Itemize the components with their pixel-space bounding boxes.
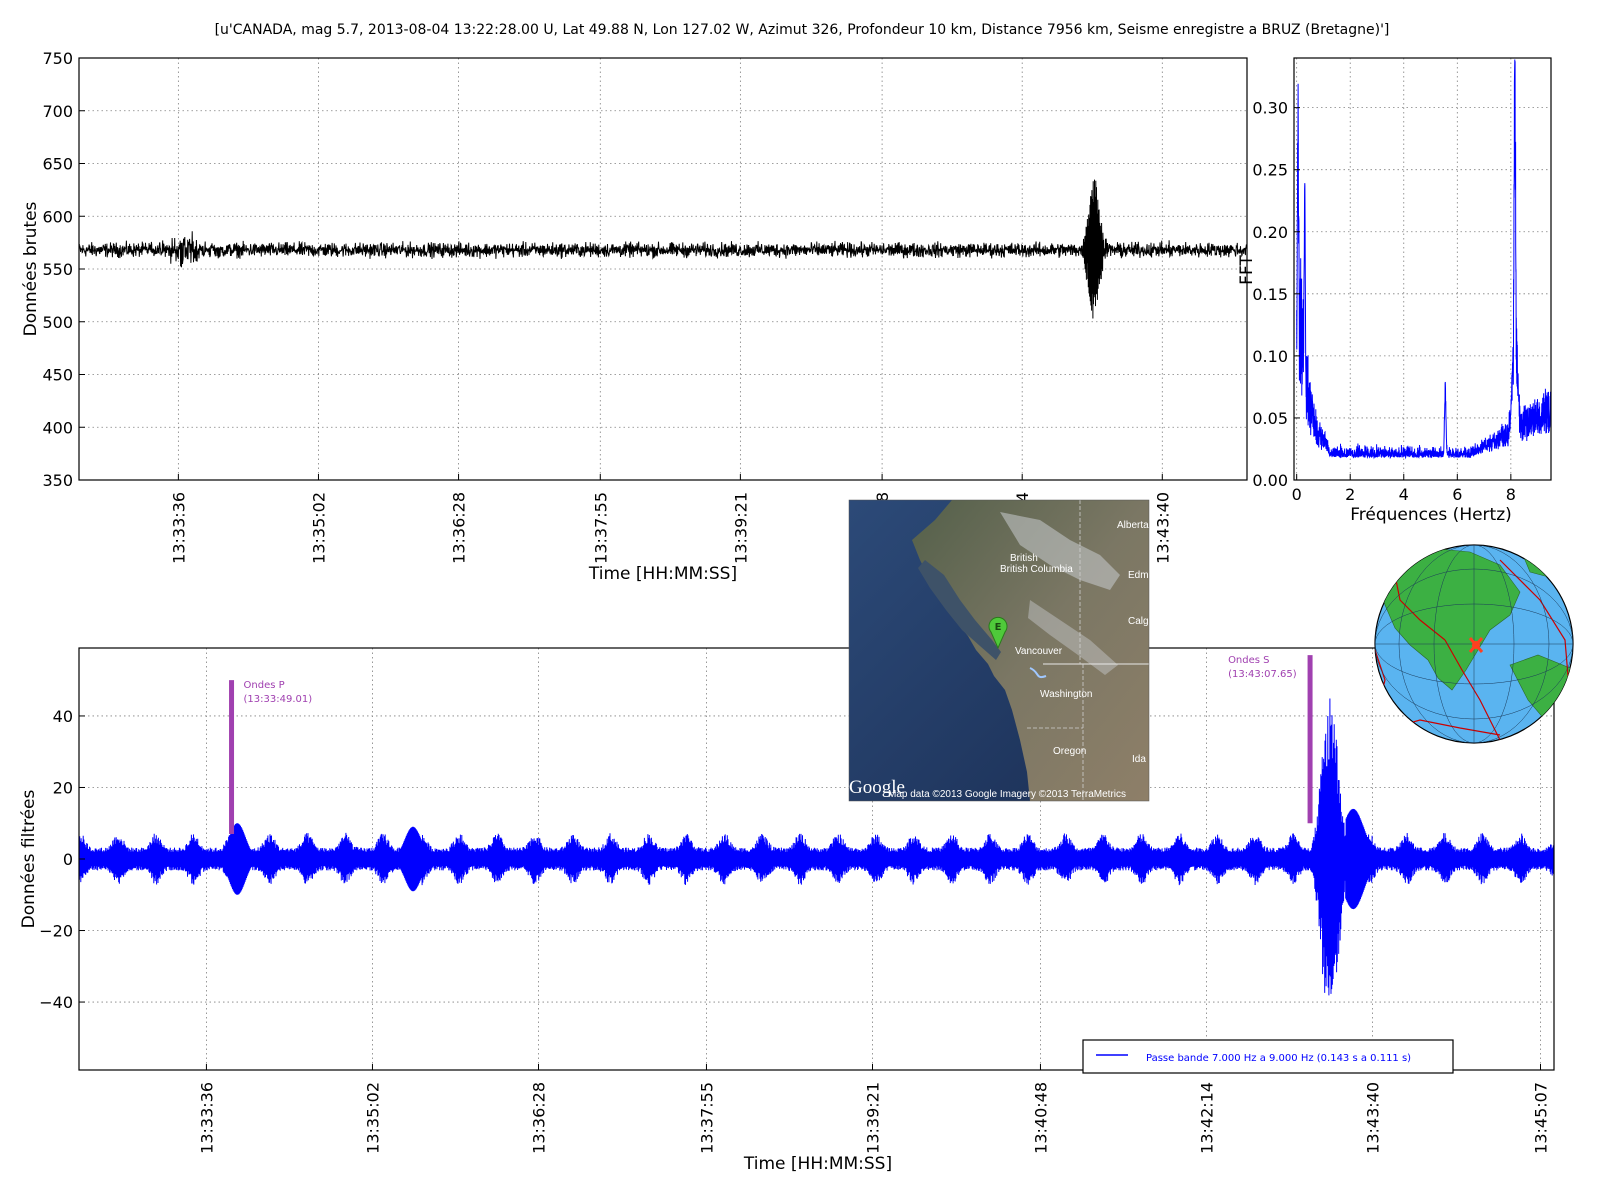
fft-x-tick-label: 4 <box>1399 485 1409 504</box>
s-wave-label: Ondes S <box>1228 655 1269 666</box>
raw-x-tick-label: 13:33:36 <box>169 492 188 564</box>
map-label-idaho: Ida <box>1132 754 1146 765</box>
filtered-data-panel: Ondes P (13:33:49.01) Ondes S (13:43:07.65)… <box>19 647 1555 1174</box>
map-credit: Map data ©2013 Google Imagery ©2013 Terr… <box>888 789 1126 800</box>
filtered-y-tick-label: 20 <box>53 778 73 797</box>
fft-y-tick-label: 0.30 <box>1252 99 1288 118</box>
map-pin-letter: E <box>995 622 1002 633</box>
fft-x-tick-label: 0 <box>1292 485 1302 504</box>
fft-y-tick-label: 0.20 <box>1252 223 1288 242</box>
globe-plate-boundary-1 <box>1394 574 1446 641</box>
legend-box <box>1082 1039 1454 1074</box>
fft-y-tick-label: 0.10 <box>1252 347 1288 366</box>
fft-x-tick-label: 6 <box>1452 485 1462 504</box>
filtered-y-label: Données filtrées <box>19 790 39 929</box>
map-brand: Google <box>849 777 905 798</box>
fft-y-tick-label: 0.00 <box>1252 471 1288 490</box>
filtered-x-tick-label: 13:45:07 <box>1531 1082 1550 1154</box>
filtered-x-tick-label: 13:42:14 <box>1197 1082 1216 1154</box>
filtered-x-tick-label: 13:39:21 <box>863 1082 882 1154</box>
raw-x-tick-label: 13:37:55 <box>591 492 610 564</box>
map-label-alberta: Alberta <box>1117 520 1149 531</box>
raw-y-tick-label: 650 <box>42 155 73 174</box>
fft-y-tick-label: 0.15 <box>1252 285 1288 304</box>
map-mountains-south <box>1028 600 1118 675</box>
raw-data-line <box>79 179 1247 319</box>
filtered-x-tick-label: 13:35:02 <box>363 1082 382 1154</box>
raw-y-tick-label: 750 <box>42 49 73 68</box>
legend: Passe bande 7.000 Hz a 9.000 Hz (0.143 s… <box>1082 1039 1454 1074</box>
map-pin-icon: E <box>988 616 1008 650</box>
legend-label: Passe bande 7.000 Hz a 9.000 Hz (0.143 s… <box>1146 1053 1411 1064</box>
fft-y-ticks: 0.00 0.05 0.10 0.15 0.20 0.25 0.30 <box>1252 99 1300 490</box>
fft-panel: 0.00 0.05 0.10 0.15 0.20 0.25 0.30 0 2 4 6 8 FFT F… <box>1237 57 1552 525</box>
raw-x-tick-label: 13:35:02 <box>309 492 328 564</box>
fft-x-tick-label: 8 <box>1506 485 1516 504</box>
raw-y-tick-label: 400 <box>42 418 73 437</box>
raw-x-tick-label: 13:43:40 <box>1153 492 1172 564</box>
raw-y-tick-label: 450 <box>42 366 73 385</box>
p-wave-label: Ondes P <box>244 680 285 691</box>
map-label-calgary: Calg <box>1128 616 1149 627</box>
raw-x-label: Time [HH:MM:SS] <box>588 564 737 584</box>
fft-x-ticks: 0 2 4 6 8 <box>1292 474 1516 504</box>
map-label-edmonton: Edm <box>1128 570 1149 581</box>
globe-meridian-2 <box>1398 545 1550 743</box>
fft-grid <box>1294 58 1551 480</box>
figure-title: [u'CANADA, mag 5.7, 2013-08-04 13:22:28.… <box>215 22 1390 38</box>
raw-x-tick-label: 13:39:21 <box>731 492 750 564</box>
fft-line <box>1296 59 1551 460</box>
globe-icon <box>1374 544 1574 744</box>
map-river <box>1029 667 1047 678</box>
fft-y-tick-label: 0.05 <box>1252 409 1288 428</box>
raw-data-panel: 350 400 450 500 550 600 650 700 750 13:33:36 13:3… <box>21 49 1248 584</box>
map-label-washington: Washington <box>1040 689 1092 700</box>
filtered-x-tick-label: 13:36:28 <box>529 1082 548 1154</box>
filtered-x-ticks: 13:33:36 13:35:02 13:36:28 13:37:55 13:39:21… <box>197 1064 1550 1154</box>
filtered-data-line <box>79 698 1554 996</box>
wave-annotations: Ondes P (13:33:49.01) Ondes S (13:43:07.65) <box>229 655 1313 834</box>
filtered-x-tick-label: 13:40:48 <box>1031 1082 1050 1154</box>
p-wave-time: (13:33:49.01) <box>244 694 313 705</box>
fft-x-tick-label: 2 <box>1345 485 1355 504</box>
globe-plate-boundary-3 <box>1499 559 1571 701</box>
filtered-y-ticks: −40 −20 0 20 40 <box>39 707 85 1012</box>
filtered-y-tick-label: 0 <box>63 850 73 869</box>
filtered-y-tick-label: −40 <box>39 993 73 1012</box>
s-wave-time: (13:43:07.65) <box>1228 669 1297 680</box>
globe-plate-boundary-2 <box>1444 639 1501 741</box>
map-frame <box>848 499 1150 802</box>
filtered-x-tick-label: 13:43:40 <box>1364 1082 1383 1154</box>
filtered-y-tick-label: −20 <box>39 922 73 941</box>
fft-y-label: FFT <box>1237 255 1257 285</box>
raw-y-tick-label: 550 <box>42 260 73 279</box>
raw-y-tick-label: 500 <box>42 313 73 332</box>
map-label-british-columbia-1: British <box>1010 553 1038 564</box>
filtered-y-tick-label: 40 <box>53 707 73 726</box>
raw-y-label: Données brutes <box>21 201 41 336</box>
raw-y-ticks: 350 400 450 500 550 600 650 700 750 <box>42 49 85 490</box>
map-inset: Alberta British British Columbia Edm Cal… <box>848 499 1150 802</box>
filtered-x-tick-label: 13:37:55 <box>697 1082 716 1154</box>
raw-axes-frame <box>78 57 1248 481</box>
globe-meridian-1 <box>1433 545 1515 743</box>
map-label-british-columbia: British Columbia <box>1000 564 1073 575</box>
raw-y-tick-label: 600 <box>42 207 73 226</box>
raw-y-tick-label: 350 <box>42 471 73 490</box>
filtered-x-tick-label: 13:33:36 <box>197 1082 216 1154</box>
map-island <box>918 560 1001 660</box>
map-label-oregon: Oregon <box>1053 746 1086 757</box>
fft-x-label: Fréquences (Hertz) <box>1350 505 1512 525</box>
map-mountains <box>1000 512 1120 590</box>
raw-y-tick-label: 700 <box>42 102 73 121</box>
raw-grid <box>79 58 1247 480</box>
fft-axes-frame <box>1293 57 1552 481</box>
fft-y-tick-label: 0.25 <box>1252 161 1288 180</box>
map-label-vancouver: Vancouver <box>1015 646 1063 657</box>
raw-x-tick-label: 13:36:28 <box>450 492 469 564</box>
globe-epicenter-icon <box>1468 637 1484 653</box>
filtered-x-label: Time [HH:MM:SS] <box>743 1154 892 1174</box>
